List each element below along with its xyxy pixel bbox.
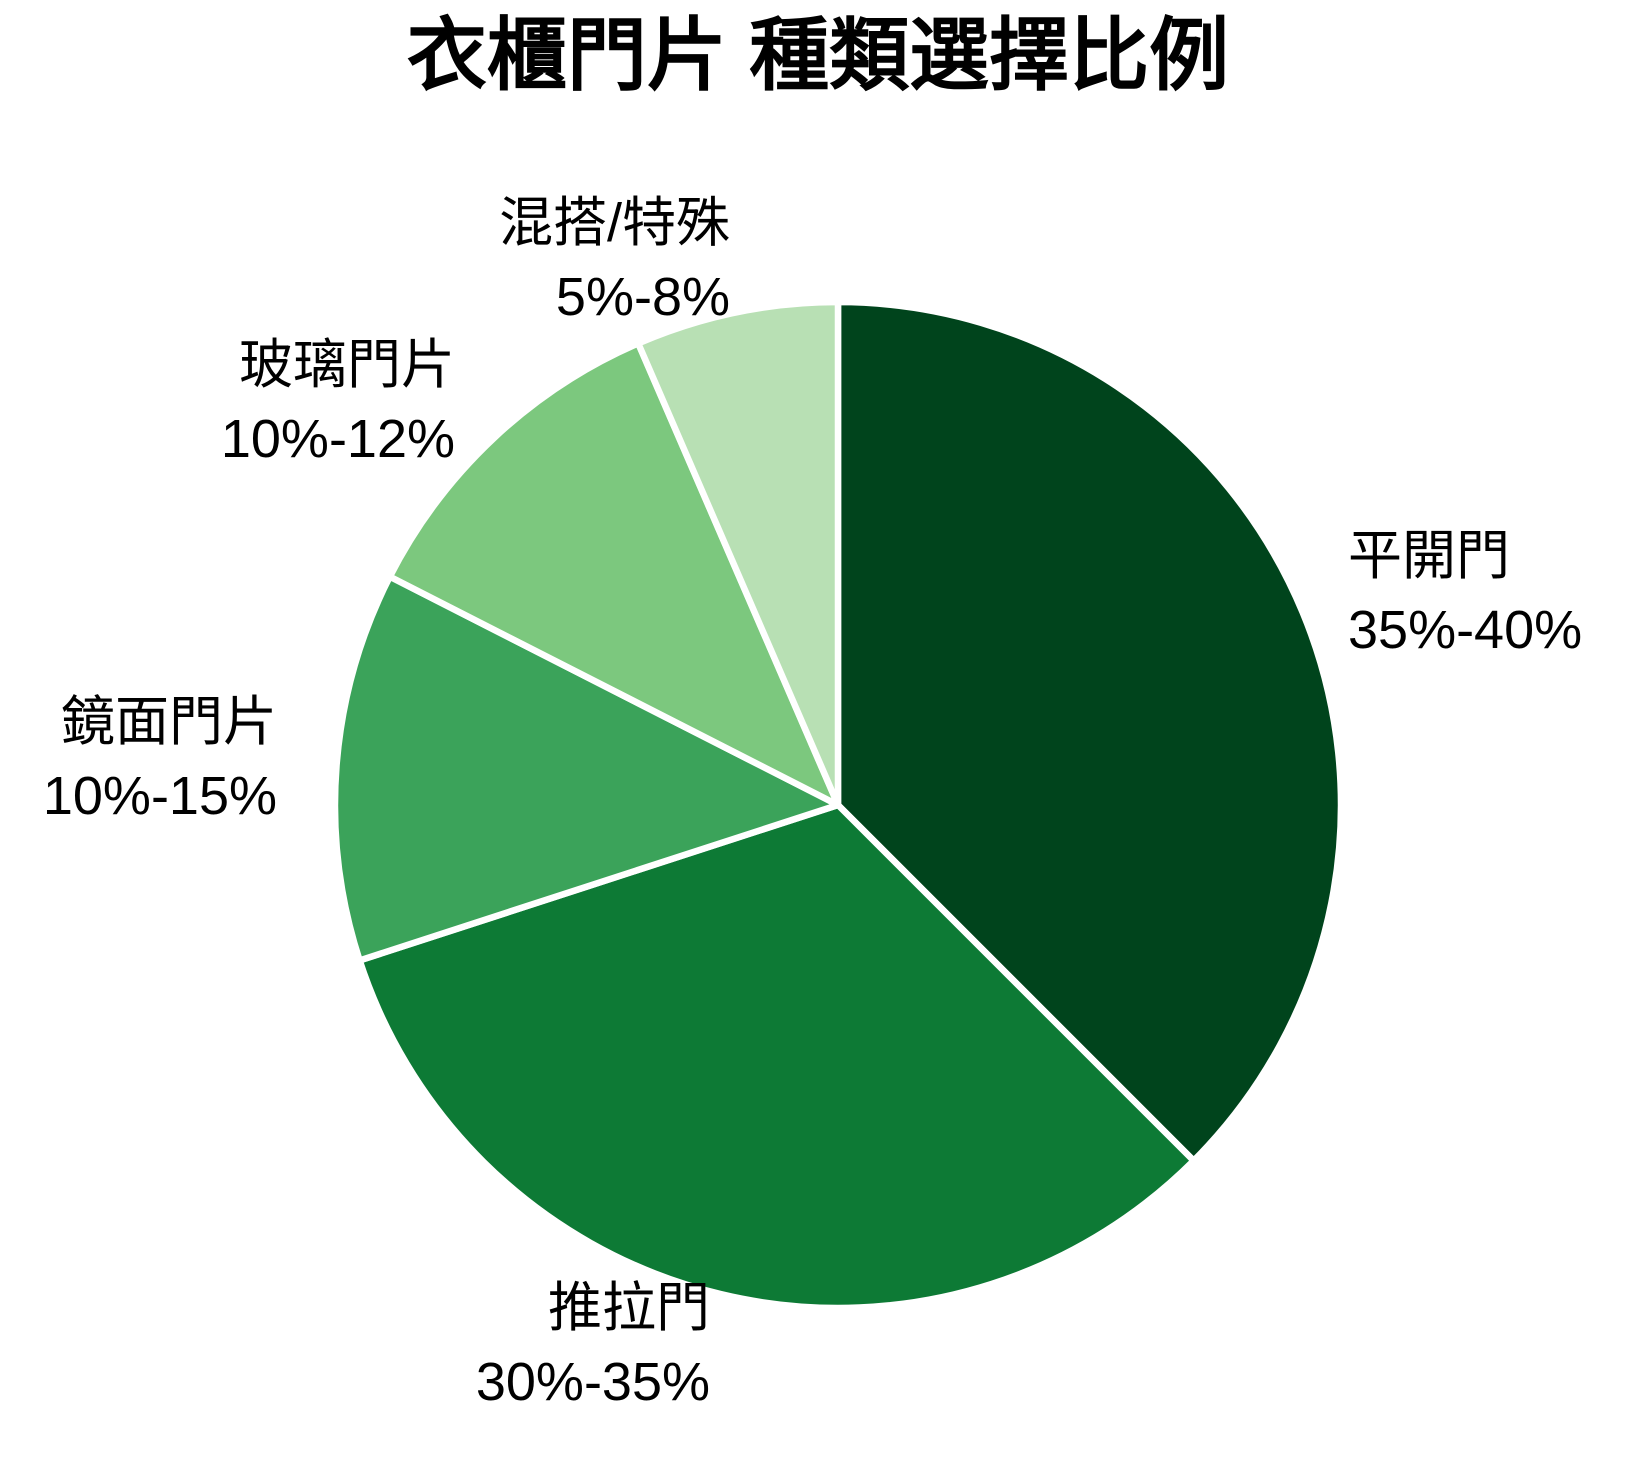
chart-title: 衣櫃門片 種類選擇比例 bbox=[406, 11, 1230, 100]
pie-label-sliding-door: 推拉門 30%-35% bbox=[476, 1271, 710, 1419]
pie-label-mixed-special-name: 混搭/特殊 bbox=[498, 193, 730, 253]
pie-slice-3 bbox=[386, 340, 842, 809]
pie-slice-2 bbox=[331, 573, 842, 964]
pie-label-sliding-door-range: 30%-35% bbox=[475, 1352, 710, 1412]
pie-label-mirror-door-name: 鏡面門片 bbox=[61, 692, 277, 752]
pie-slice-1 bbox=[356, 801, 1197, 1312]
pie-label-flat-door-name: 平開門 bbox=[1348, 526, 1510, 586]
pie-label-mixed-special-range: 5%-8% bbox=[555, 267, 730, 327]
pie-label-mixed-special: 混搭/特殊 5%-8% bbox=[499, 186, 730, 334]
pie-label-mirror-door: 鏡面門片 10%-15% bbox=[43, 685, 277, 833]
pie-label-flat-door-range: 35%-40% bbox=[1348, 600, 1583, 660]
pie-label-glass-door-range: 10%-12% bbox=[220, 409, 455, 469]
pie-label-sliding-door-name: 推拉門 bbox=[548, 1278, 710, 1338]
pie-label-flat-door: 平開門 35%-40% bbox=[1348, 519, 1582, 667]
pie-slice-4 bbox=[634, 298, 842, 809]
pie-label-glass-door: 玻璃門片 10%-12% bbox=[221, 328, 455, 476]
pie-label-glass-door-name: 玻璃門片 bbox=[239, 335, 455, 395]
pie-slice-0 bbox=[834, 298, 1345, 1164]
pie-label-mirror-door-range: 10%-15% bbox=[42, 766, 277, 826]
